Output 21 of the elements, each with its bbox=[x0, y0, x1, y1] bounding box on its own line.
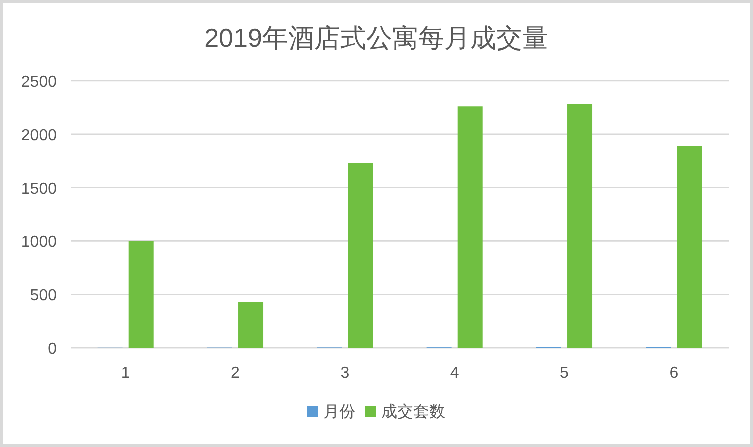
x-tick-label: 2 bbox=[231, 365, 240, 382]
y-tick-label: 2000 bbox=[21, 127, 58, 144]
legend-label: 月份 bbox=[324, 404, 356, 421]
bar bbox=[348, 163, 374, 348]
chart-title: 2019年酒店式公寓每月成交量 bbox=[204, 23, 548, 53]
legend-label: 成交套数 bbox=[382, 403, 446, 421]
x-tick-label: 6 bbox=[670, 365, 679, 382]
y-tick-label: 1000 bbox=[21, 234, 58, 252]
bar bbox=[458, 106, 483, 348]
x-tick-label: 5 bbox=[560, 365, 570, 382]
bar bbox=[568, 104, 593, 348]
x-tick-label: 1 bbox=[121, 365, 130, 382]
y-tick-label: 1500 bbox=[21, 180, 58, 198]
bar bbox=[128, 241, 154, 348]
y-tick-label: 500 bbox=[30, 288, 58, 305]
y-tick-label: 0 bbox=[48, 341, 58, 358]
x-tick-label: 4 bbox=[450, 365, 460, 382]
bar bbox=[238, 302, 264, 348]
y-tick-label: 2500 bbox=[21, 74, 58, 91]
bar bbox=[677, 146, 702, 348]
x-tick-label: 3 bbox=[340, 365, 350, 382]
